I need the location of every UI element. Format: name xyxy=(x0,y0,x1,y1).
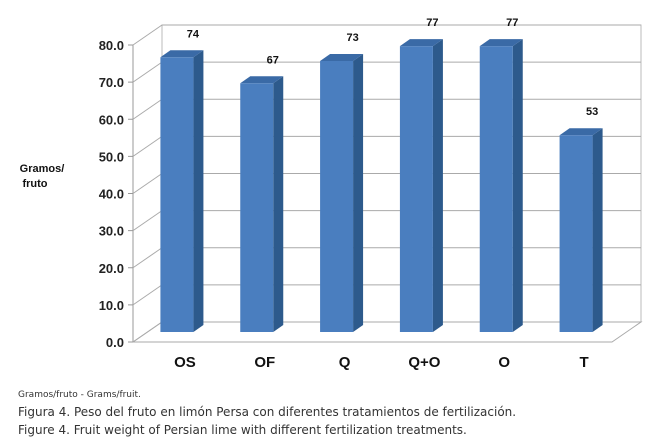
bar-Q+O xyxy=(399,46,433,332)
bar-OS xyxy=(160,57,194,333)
bar-side xyxy=(353,53,364,333)
bar-top xyxy=(479,39,523,47)
bar-Q xyxy=(320,60,354,333)
data-label: 77 xyxy=(506,17,518,29)
y-axis-label-line2: fruto xyxy=(22,178,47,190)
bar-side xyxy=(512,39,523,332)
data-label: 73 xyxy=(346,32,358,44)
y-tick-label: 0.0 xyxy=(106,335,124,350)
y-tick-label: 30.0 xyxy=(99,224,124,239)
data-label: 77 xyxy=(426,17,438,29)
caption-english: Figure 4. Fruit weight of Persian lime w… xyxy=(18,423,467,437)
x-tick-label: O xyxy=(498,354,510,371)
bar-chart: 0.0 10.0 20.0 30.0 40.0 50.0 60.0 70.0 80.0 Gramo… xyxy=(20,17,643,371)
x-tick-label: T xyxy=(579,354,588,371)
y-tick-label: 20.0 xyxy=(99,261,124,276)
y-tick-label: 50.0 xyxy=(99,149,124,164)
data-label: 53 xyxy=(586,106,598,118)
gridline-diagonal xyxy=(132,24,163,46)
y-tick-label: 40.0 xyxy=(99,187,124,202)
x-tick-label: OF xyxy=(254,354,275,371)
bar-side xyxy=(432,39,443,332)
bar-top xyxy=(320,53,364,61)
gridline-diagonal xyxy=(132,284,163,306)
bar-side xyxy=(273,76,284,332)
gridline-diagonal xyxy=(132,98,163,120)
y-tick-label: 70.0 xyxy=(99,75,124,90)
gridline-diagonal xyxy=(132,321,163,343)
y-axis-label-line1: Gramos/ xyxy=(20,163,65,175)
gridline-diagonal xyxy=(132,247,163,269)
x-tick-label: Q xyxy=(339,354,351,371)
bar-top xyxy=(399,39,443,47)
bar-OF xyxy=(240,83,274,332)
data-label: 67 xyxy=(267,54,279,66)
caption-spanish: Figura 4. Peso del fruto en limón Persa … xyxy=(18,405,517,419)
bar-T xyxy=(559,135,593,332)
bar-O xyxy=(479,46,513,332)
bar-top xyxy=(559,128,603,136)
gridline-diagonal xyxy=(132,135,163,157)
y-tick-label: 60.0 xyxy=(99,112,124,127)
gridline-diagonal xyxy=(132,210,163,232)
bar-side xyxy=(592,128,603,332)
bar-top xyxy=(240,76,284,84)
gridline-diagonal xyxy=(132,173,163,194)
x-tick-label: OS xyxy=(174,354,196,371)
x-tick-label: Q+O xyxy=(408,354,440,371)
gridline-diagonal xyxy=(132,61,163,83)
caption-note: Gramos/fruto - Grams/fruit. xyxy=(18,390,141,400)
y-tick-label: 10.0 xyxy=(99,298,124,313)
y-tick-label: 80.0 xyxy=(99,38,124,53)
bar-top xyxy=(160,50,204,58)
bar-side xyxy=(193,50,204,333)
data-label: 74 xyxy=(187,28,200,40)
